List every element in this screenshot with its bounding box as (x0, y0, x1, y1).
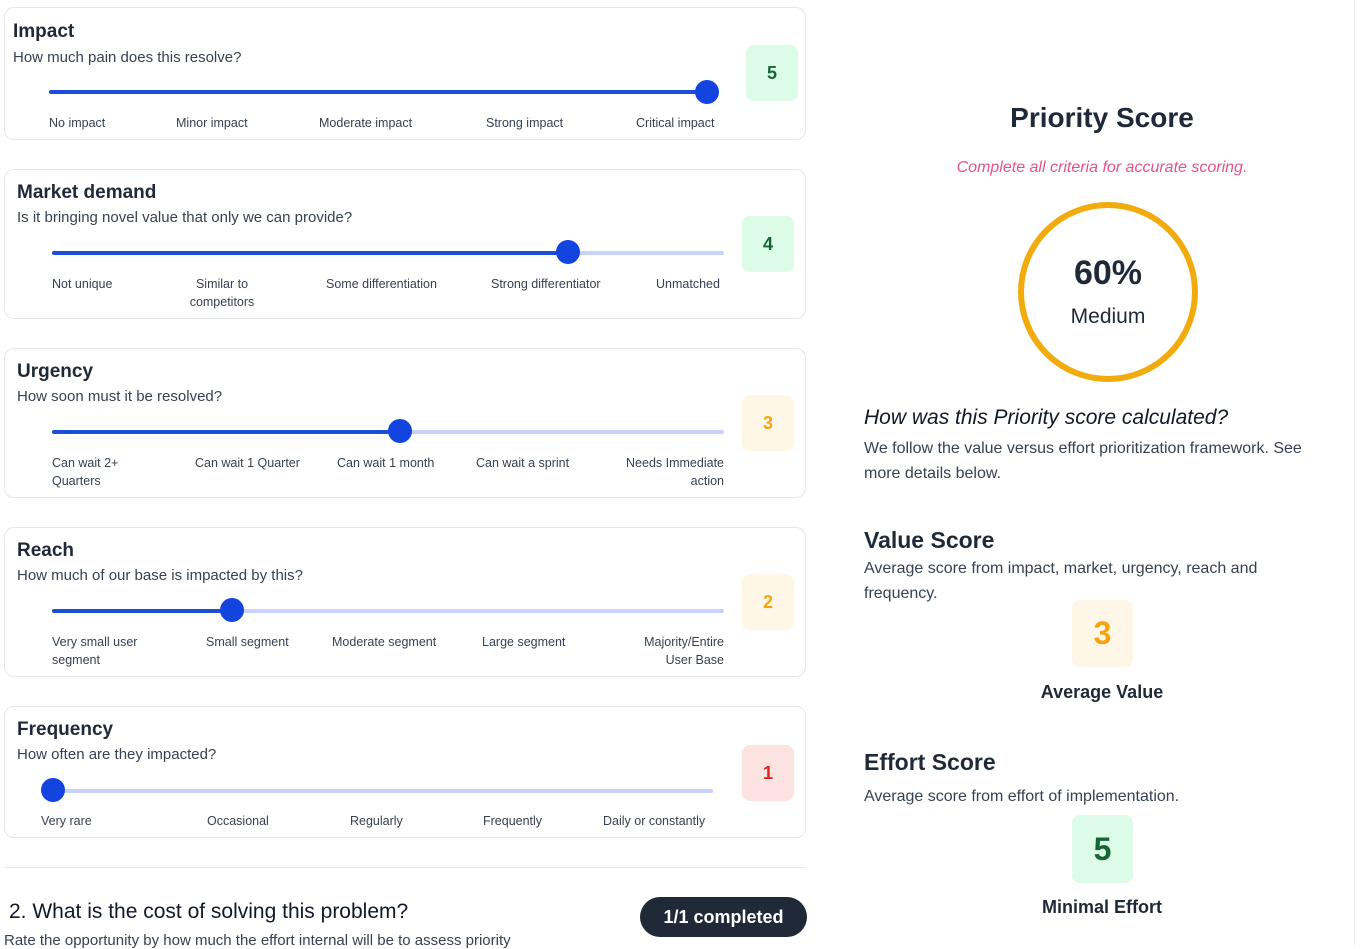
effort-score-caption: Minimal Effort (1042, 897, 1162, 917)
score-badge-value: 2 (762, 591, 773, 612)
slider-thumb[interactable] (41, 778, 65, 802)
slider-fill (52, 251, 568, 255)
section-divider (4, 867, 806, 868)
slider-thumb[interactable] (388, 419, 412, 443)
criterion-card-impact: Impact How much pain does this resolve? … (4, 7, 806, 140)
cost-section-heading: 2. What is the cost of solving this prob… (9, 900, 409, 923)
effort-score-badge: 5 (1072, 815, 1133, 883)
completion-status-text: 1/1 completed (663, 906, 784, 927)
slider-tick-label: No impact (49, 116, 106, 130)
slider-fill (52, 609, 232, 613)
value-score-title: Value Score (864, 527, 995, 553)
slider-tick-label: Moderate impact (319, 116, 413, 130)
slider-tick-label: Frequently (483, 814, 543, 828)
slider-tick-label: Similar to competitors (189, 277, 255, 309)
criterion-title: Urgency (17, 361, 94, 382)
score-badge-value: 4 (762, 233, 773, 254)
criterion-question: How much pain does this resolve? (13, 49, 242, 66)
slider-tick-label: Very small user segment (52, 635, 138, 667)
slider-fill (52, 430, 400, 434)
completion-status-badge: 1/1 completed (640, 897, 807, 937)
slider-tick-label: Regularly (350, 814, 403, 828)
effort-score-description: Average score from effort of implementat… (864, 788, 1180, 805)
criterion-title: Reach (17, 540, 75, 561)
slider-tick-label: Minor impact (176, 116, 248, 130)
criterion-card-urgency: Urgency How soon must it be resolved? 3 … (4, 348, 806, 498)
slider-tick-label: Moderate segment (332, 635, 437, 649)
criterion-question: How often are they impacted? (17, 746, 217, 763)
criterion-question: Is it bringing novel value that only we … (17, 209, 353, 226)
priority-title: Priority Score (1010, 102, 1194, 133)
score-badge-value: 3 (762, 412, 773, 433)
slider-tick-label: Small segment (206, 635, 289, 649)
priority-warning: Complete all criteria for accurate scori… (956, 159, 1248, 176)
slider-tick-label: Not unique (52, 277, 113, 291)
criterion-card-market-demand: Market demand Is it bringing novel value… (4, 169, 806, 319)
slider-tick-label: Daily or constantly (603, 814, 706, 828)
slider-tick-label: Can wait 2+ Quarters (52, 456, 119, 488)
priority-gauge-ring (1018, 202, 1198, 382)
slider-tick-label: Strong impact (486, 116, 564, 130)
priority-level: Medium (1070, 305, 1146, 328)
slider-tick-label: Can wait 1 Quarter (195, 456, 300, 470)
panel-edge (1354, 0, 1355, 946)
calculation-description: We follow the value versus effort priori… (864, 440, 1302, 482)
slider-tick-label: Some differentiation (326, 277, 437, 291)
slider-tick-label: Occasional (207, 814, 269, 828)
priority-gauge (1018, 202, 1198, 382)
slider-tick-label: Large segment (482, 635, 566, 649)
score-badge: 3 (742, 395, 794, 451)
priority-percent: 60% (1073, 254, 1143, 292)
score-badge-value: 5 (766, 62, 777, 83)
criterion-card-reach: Reach How much of our base is impacted b… (4, 527, 806, 677)
value-score-caption: Average Value (1040, 682, 1164, 702)
effort-score-number: 5 (1093, 830, 1112, 867)
slider-tick-label: Unmatched (656, 277, 720, 291)
value-score-badge: 3 (1072, 600, 1133, 667)
slider-tick-label: Majority/Entire User Base (644, 635, 724, 667)
value-score-number: 3 (1093, 615, 1112, 651)
cost-section-subtitle: Rate the opportunity by how much the eff… (4, 932, 511, 949)
slider-thumb[interactable] (695, 80, 719, 104)
slider-fill (49, 90, 709, 94)
slider-thumb[interactable] (556, 240, 580, 264)
slider-tick-label: Can wait 1 month (337, 456, 435, 470)
criterion-card-frequency: Frequency How often are they impacted? 1… (4, 706, 806, 838)
slider-track[interactable] (41, 789, 713, 793)
value-score-description: Average score from impact, market, urgen… (864, 560, 1258, 602)
slider-tick-label: Very rare (41, 814, 92, 828)
criterion-title: Impact (13, 21, 75, 42)
criterion-title: Market demand (17, 182, 157, 203)
slider-track[interactable] (52, 609, 724, 613)
score-badge-value: 1 (762, 762, 773, 783)
slider-tick-label: Critical impact (636, 116, 715, 130)
criterion-question: How much of our base is impacted by this… (17, 567, 303, 584)
score-badge: 2 (742, 574, 794, 630)
criterion-question: How soon must it be resolved? (17, 388, 223, 405)
effort-score-title: Effort Score (864, 749, 996, 775)
criterion-title: Frequency (17, 719, 114, 740)
score-badge: 4 (742, 216, 794, 272)
score-badge: 5 (746, 45, 798, 101)
slider-tick-label: Can wait a sprint (476, 456, 570, 470)
score-badge: 1 (742, 745, 794, 801)
calculation-title: How was this Priority score calculated? (864, 406, 1229, 429)
slider-tick-label: Strong differentiator (491, 277, 601, 291)
slider-thumb[interactable] (220, 598, 244, 622)
slider-tick-label: Needs Immediate action (626, 456, 724, 488)
